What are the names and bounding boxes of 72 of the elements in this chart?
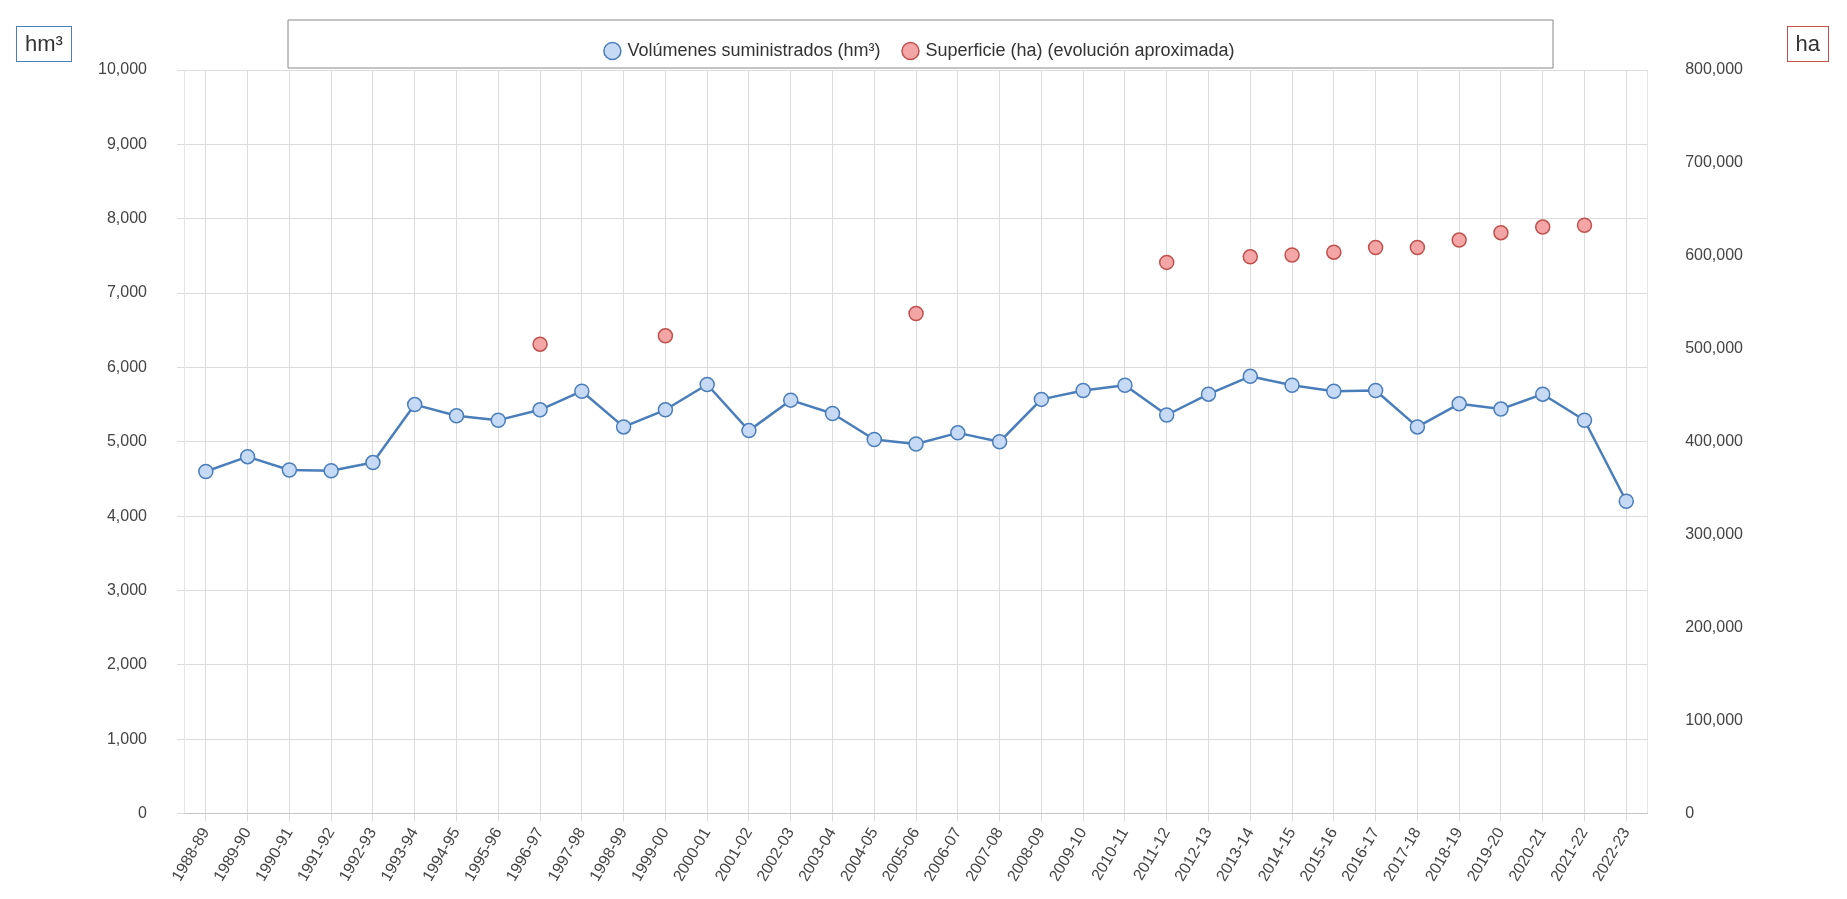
y-tick-label: 8,000 [106,209,148,227]
point [1284,247,1300,263]
y-tick-label: 9,000 [106,134,148,152]
point [448,408,465,424]
point [1534,219,1551,235]
point [323,463,339,479]
point [1576,412,1593,428]
point [1242,249,1259,265]
point [1451,396,1467,412]
y2-tick-label: 800,000 [1685,60,1744,78]
y-tick-label: 2,000 [106,655,148,673]
point [1158,407,1175,423]
point [1326,244,1342,260]
y2-tick-label: 200,000 [1685,618,1744,636]
point [1409,419,1426,435]
point [1618,493,1635,510]
y-axis-title: hm³ [16,26,72,62]
point [615,419,632,435]
point [532,336,548,352]
point [1409,239,1426,256]
point [824,405,841,422]
point [1493,401,1509,417]
point [1576,217,1593,233]
point [1534,386,1551,402]
y-tick-label: 0 [138,803,148,821]
y2-tick-label: 0 [1685,803,1695,821]
point [281,462,298,478]
point [699,376,715,393]
y2-tick-label: 100,000 [1685,711,1744,729]
y2-axis-title: ha [1786,26,1829,62]
point [1242,368,1259,385]
point [1200,386,1217,402]
point [1117,377,1133,394]
point [490,412,507,428]
point [991,434,1008,450]
y-tick-label: 3,000 [106,580,148,598]
y-tick-label: 5,000 [106,432,148,450]
point [532,402,548,418]
point [1326,383,1342,399]
y2-tick-label: 700,000 [1685,153,1744,171]
point [657,402,674,418]
point [1367,239,1384,256]
point [1284,377,1300,394]
point [1493,224,1509,241]
point [1075,382,1091,399]
y-tick-label: 10,000 [98,60,148,78]
point [1158,254,1175,271]
y2-tick-label: 600,000 [1685,246,1744,264]
legend-label: Volúmenes suministrados (hm³) [627,39,881,60]
point [657,328,674,344]
y-tick-label: 4,000 [106,506,148,524]
point [908,436,924,452]
point [1033,391,1050,408]
y2-tick-label: 400,000 [1685,432,1744,450]
point [866,431,883,448]
point [365,454,381,471]
point [239,448,256,465]
point [741,422,757,439]
point [908,305,924,322]
legend-label: Superficie (ha) (evolución aproximada) [925,39,1235,60]
point [574,383,590,399]
y-tick-label: 1,000 [106,729,148,747]
y-tick-label: 6,000 [106,357,148,375]
point [198,463,214,480]
y-tick-label: 7,000 [106,283,148,301]
point [782,392,799,408]
point [1367,382,1384,399]
point [950,425,966,441]
point [406,396,423,413]
y2-tick-label: 300,000 [1685,525,1744,543]
y2-tick-label: 500,000 [1685,339,1744,357]
point [1451,232,1467,248]
